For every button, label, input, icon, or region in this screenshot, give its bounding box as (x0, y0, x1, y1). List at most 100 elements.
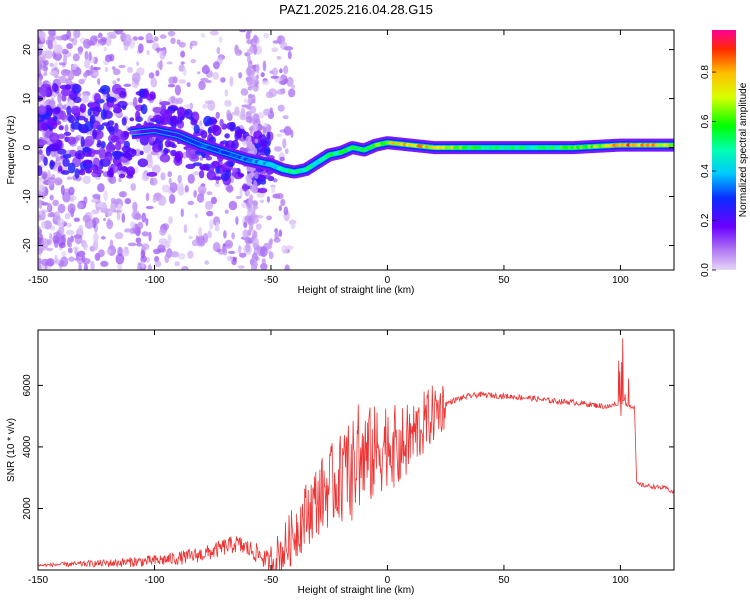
heatmap-noise-blob (199, 156, 204, 161)
heatmap-noise-blob (191, 239, 199, 247)
x-tick-label: 0 (385, 275, 391, 286)
heatmap-blob (103, 110, 113, 119)
heatmap-noise-blob (81, 258, 91, 265)
heatmap-blob (148, 137, 155, 143)
heatmap-blob (75, 150, 85, 160)
heatmap-noise-blob (151, 164, 161, 174)
heatmap-blob (72, 96, 82, 104)
heatmap-noise-blob (226, 255, 233, 262)
heatmap-noise-blob (42, 72, 48, 77)
heatmap-blob (71, 83, 82, 94)
heatmap-noise-blob (90, 64, 94, 75)
heatmap-noise-blob (198, 226, 203, 237)
heatmap-noise-blob (239, 187, 243, 198)
heatmap-noise-blob (268, 239, 273, 250)
heatmap-noise-blob (60, 184, 65, 196)
heatmap-noise-blob (240, 88, 249, 96)
heatmap-noise-blob (243, 221, 248, 229)
heatmap-noise-blob (161, 184, 170, 193)
heatmap-noise-blob (224, 89, 229, 97)
y-tick-label: 6000 (22, 374, 33, 397)
heatmap-stripe-blob (253, 230, 258, 239)
snr-plot-area (38, 330, 674, 570)
heatmap-noise-blob (235, 216, 239, 226)
heatmap-stripe-blob (245, 111, 251, 116)
heatmap-noise-blob (100, 260, 109, 267)
heatmap-noise-blob (130, 183, 136, 191)
heatmap-noise-blob (39, 31, 46, 42)
heatmap-noise-blob (263, 122, 268, 127)
heatmap-noise-blob (276, 133, 283, 137)
heatmap-noise-blob (118, 191, 126, 198)
heatmap-noise-blob (212, 72, 220, 80)
heatmap-noise-blob (66, 176, 73, 180)
heatmap-noise-blob (106, 31, 116, 37)
heatmap-noise-blob (58, 62, 66, 66)
heatmap-noise-blob (159, 34, 167, 39)
heatmap-noise-blob (159, 228, 167, 236)
heatmap-noise-blob (65, 229, 75, 236)
heatmap-blob (51, 83, 59, 93)
heatmap-noise-blob (92, 217, 100, 225)
heatmap-stripe-blob (247, 208, 251, 217)
heatmap-noise-blob (235, 195, 242, 200)
heatmap-noise-blob (47, 202, 52, 211)
snr-y-ticks: 2000 4000 6000 (22, 374, 674, 520)
heatmap-noise-blob (207, 230, 212, 239)
heatmap-blob (118, 173, 126, 179)
heatmap-blob (58, 125, 64, 131)
heatmap-noise-blob (64, 212, 71, 220)
heatmap-blob (139, 150, 144, 156)
heatmap-noise-blob (106, 249, 112, 254)
heatmap-blob (45, 146, 51, 157)
heatmap-stripe-blob (247, 104, 252, 110)
heatmap-noise-blob (73, 30, 81, 39)
heatmap-noise-blob (271, 47, 279, 53)
heatmap-blob (231, 167, 239, 173)
heatmap-noise-blob (213, 61, 220, 70)
heatmap-noise-blob (190, 59, 197, 64)
heatmap-noise-blob (67, 70, 75, 81)
heatmap-noise-blob (136, 242, 143, 247)
heatmap-blob (192, 162, 203, 167)
heatmap-noise-blob (132, 96, 138, 108)
heatmap-blob (121, 104, 127, 111)
heatmap-noise-blob (239, 113, 247, 121)
heatmap-blob (57, 165, 63, 172)
heatmap-stripe-blob (246, 39, 254, 45)
heatmap-noise-blob (223, 230, 227, 239)
heatmap-noise-blob (215, 221, 220, 231)
heatmap-blob (264, 146, 271, 157)
heatmap-noise-blob (291, 84, 296, 89)
heatmap-noise-blob (114, 232, 124, 240)
heatmap-blob (113, 106, 122, 114)
heatmap-noise-blob (290, 221, 296, 230)
heatmap-noise-blob (135, 213, 142, 221)
heatmap-stripe-blob (246, 48, 254, 55)
heatmap-stripe-blob (253, 171, 259, 179)
snr-x-ticks: -150 -100 -50 0 50 100 (28, 330, 629, 586)
heatmap-noise-blob (145, 205, 154, 210)
heatmap-stripe-blob (245, 30, 251, 40)
heatmap-noise-blob (107, 218, 111, 226)
heatmap-stripe-blob (252, 242, 258, 248)
heatmap-noise-blob (277, 104, 285, 112)
heatmap-stripe-blob (248, 173, 252, 179)
heatmap-stripe-blob (252, 200, 258, 207)
heatmap-blob (107, 96, 115, 103)
heatmap-blob (98, 147, 106, 159)
heatmap-noise-blob (38, 177, 45, 188)
heatmap-noise-blob (147, 158, 154, 167)
heatmap-noise-blob (121, 213, 126, 223)
heatmap-noise-blob (260, 72, 265, 78)
heatmap-noise-blob (77, 250, 86, 257)
heatmap-noise-blob (83, 72, 88, 78)
heatmap-noise-blob (283, 206, 289, 216)
heatmap-blob (190, 119, 198, 126)
heatmap-noise-blob (228, 250, 236, 254)
heatmap-noise-blob (47, 212, 53, 218)
heatmap-noise-blob (146, 40, 155, 44)
heatmap-noise-blob (284, 148, 289, 155)
heatmap-noise-blob (41, 220, 46, 229)
heatmap-noise-blob (214, 182, 221, 188)
